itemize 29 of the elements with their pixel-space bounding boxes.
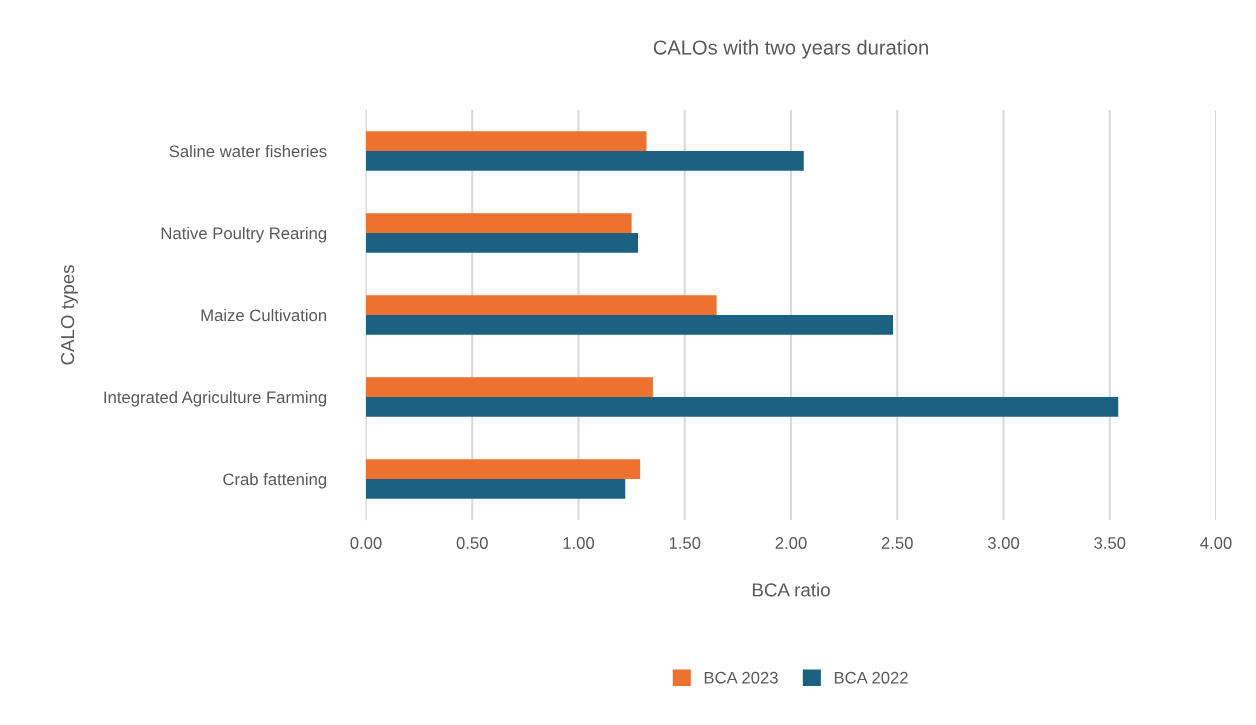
y-tick-label: Maize Cultivation	[201, 308, 327, 322]
x-tick-label: 1.00	[563, 537, 595, 549]
x-tick-label: 2.00	[775, 537, 807, 549]
x-tick-label: 3.50	[1094, 537, 1126, 549]
x-tick-label: 0.00	[350, 537, 382, 549]
chart-title: CALOs with two years duration	[653, 39, 928, 59]
x-tick-label: 4.00	[1200, 537, 1232, 549]
bar	[366, 151, 804, 171]
y-tick-label: Integrated Agriculture Farming	[104, 390, 327, 407]
x-tick-label: 0.50	[456, 537, 488, 549]
y-tick-label: Saline water fisheries	[169, 144, 327, 158]
bar	[366, 479, 626, 499]
y-tick-label: Crab fattening	[223, 472, 327, 489]
bar	[366, 459, 641, 479]
bar	[366, 295, 717, 315]
y-tick-label: Native Poultry Rearing	[161, 226, 327, 243]
bar	[366, 377, 653, 397]
bar	[366, 131, 647, 151]
y-axis-title: CALO types	[60, 265, 78, 365]
x-tick-label: 1.50	[669, 537, 701, 549]
legend-label: BCA 2023	[704, 671, 778, 684]
bar	[366, 233, 638, 253]
x-tick-label: 2.50	[881, 537, 913, 549]
bar	[366, 315, 893, 335]
x-axis-title: BCA ratio	[752, 582, 830, 597]
bar	[366, 397, 1119, 417]
bar	[366, 213, 632, 233]
legend-label: BCA 2022	[834, 671, 908, 684]
x-tick-label: 3.00	[987, 537, 1020, 549]
